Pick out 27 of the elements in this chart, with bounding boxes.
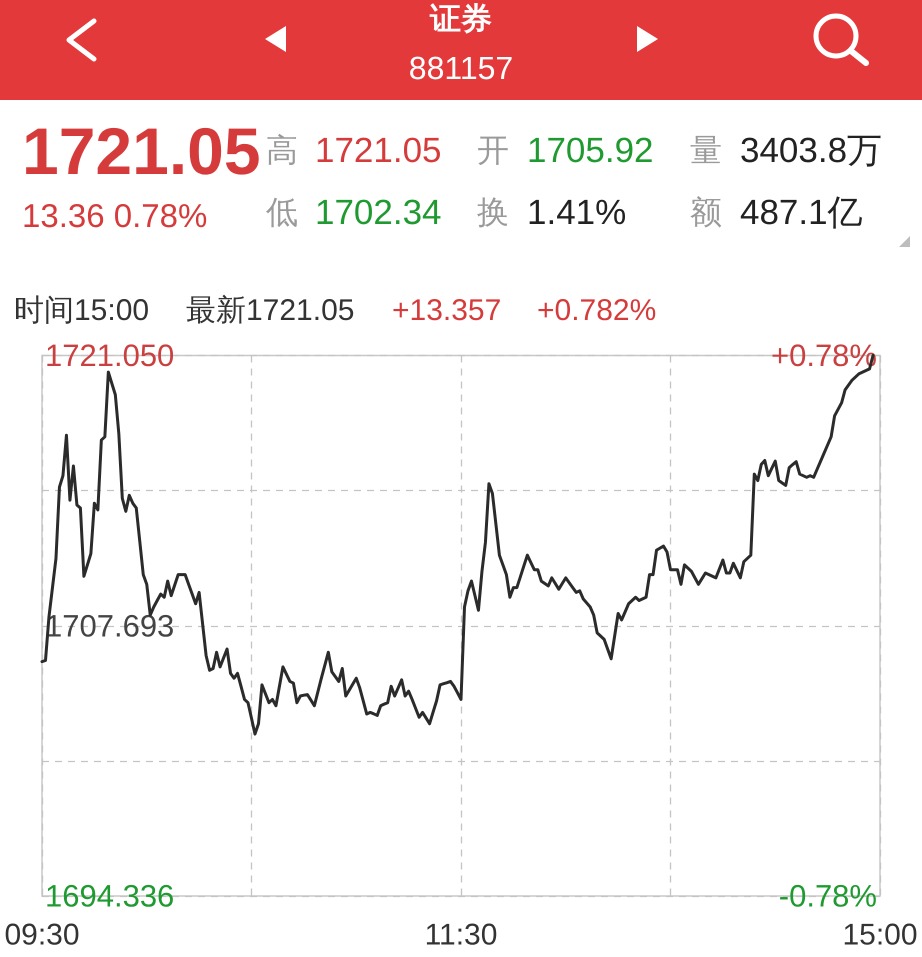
text: 最新1721.05 <box>186 294 354 327</box>
y2-tick-label: +0.78% <box>770 338 877 373</box>
text: 换 <box>477 194 509 230</box>
text: 1721.05 <box>22 114 261 188</box>
y-tick-label: 1721.050 <box>45 338 174 373</box>
text: 1721.05 <box>315 131 442 170</box>
chart-subtitle: 881157 <box>408 50 514 86</box>
y2-tick-label: -0.78% <box>778 878 877 914</box>
text: 开 <box>477 132 509 168</box>
text: 低 <box>266 194 298 230</box>
text: 1702.34 <box>315 193 442 232</box>
text: 1705.92 <box>527 131 654 170</box>
x-tick-label: 09:30 <box>4 918 80 952</box>
text: 487.1亿 <box>740 193 863 232</box>
y-tick-label: 1694.336 <box>45 878 174 914</box>
x-tick-label: 11:30 <box>424 918 498 952</box>
text: 3403.8万 <box>740 131 882 170</box>
text: 高 <box>266 132 298 168</box>
x-tick-label: 15:00 <box>842 918 918 952</box>
text: 额 <box>690 194 722 230</box>
chart-title: 证券 <box>428 1 493 36</box>
text: 量 <box>690 132 722 168</box>
text: +0.782% <box>537 294 656 327</box>
text: 1.41% <box>527 193 626 232</box>
text: +13.357 <box>392 294 502 327</box>
text: 时间15:00 <box>14 294 150 327</box>
text: 13.36 0.78% <box>22 197 208 234</box>
